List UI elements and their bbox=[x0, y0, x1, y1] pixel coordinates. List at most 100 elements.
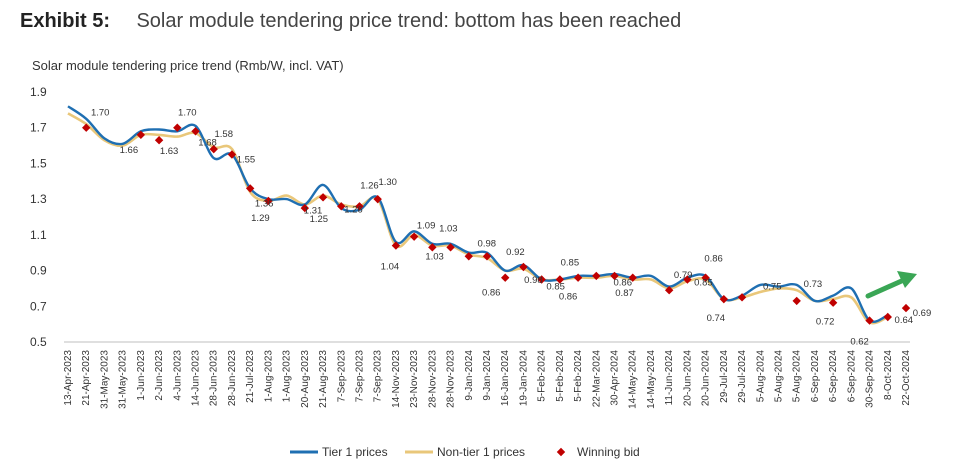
winning-bid-marker bbox=[683, 275, 692, 284]
winning-bid-marker bbox=[464, 252, 473, 261]
x-tick-label: 4-Jun-2023 bbox=[172, 350, 183, 401]
x-tick-label: 5-Aug-2024 bbox=[792, 350, 803, 403]
y-tick-label: 1.7 bbox=[30, 121, 47, 135]
x-tick-label: 14-Jun-2023 bbox=[191, 350, 202, 407]
winning-bid-marker bbox=[355, 202, 364, 211]
data-label: 0.98 bbox=[478, 238, 497, 249]
winning-bid-marker bbox=[264, 196, 273, 206]
winning-bid-marker bbox=[701, 273, 710, 282]
data-label: 0.75 bbox=[763, 281, 782, 292]
data-label: 0.85 bbox=[561, 258, 580, 269]
winning-bid-marker bbox=[391, 241, 401, 250]
winning-bid-marker bbox=[245, 184, 255, 193]
x-tick-label: 5-Aug-2024 bbox=[755, 350, 766, 403]
y-tick-label: 1.3 bbox=[30, 192, 47, 206]
x-tick-label: 20-Aug-2023 bbox=[300, 350, 311, 408]
x-tick-label: 16-Jan-2024 bbox=[500, 350, 511, 407]
data-label: 0.85 bbox=[694, 278, 713, 289]
x-tick-label: 29-Jul-2024 bbox=[719, 350, 730, 403]
winning-bid-marker bbox=[136, 130, 146, 140]
x-tick-label: 21-Aug-2023 bbox=[318, 350, 329, 408]
x-tick-label: 14-Nov-2023 bbox=[391, 350, 402, 408]
data-label: 0.98 bbox=[524, 275, 543, 286]
data-label: 0.86 bbox=[482, 288, 501, 299]
data-label: 1.30 bbox=[378, 177, 397, 188]
data-label: 0.64 bbox=[895, 315, 914, 326]
data-label: 1.31 bbox=[304, 205, 323, 216]
x-tick-label: 9-Jan-2024 bbox=[464, 350, 475, 401]
x-tick-label: 28-Nov-2023 bbox=[446, 350, 457, 408]
x-tick-label: 20-Jun-2024 bbox=[682, 350, 693, 407]
data-label: 1.58 bbox=[214, 129, 233, 140]
winning-bid-marker bbox=[82, 123, 91, 132]
winning-bid-marker bbox=[519, 262, 528, 272]
winning-bid-marker bbox=[610, 271, 619, 281]
x-tick-label: 5-Feb-2024 bbox=[537, 350, 548, 402]
x-tick-label: 31-May-2023 bbox=[99, 350, 110, 409]
data-label: 1.04 bbox=[381, 262, 400, 273]
x-tick-label: 28-Jun-2023 bbox=[227, 350, 238, 407]
legend-label: Tier 1 prices bbox=[322, 445, 388, 459]
winning-bid-marker bbox=[428, 243, 437, 252]
winning-bid-marker bbox=[555, 275, 565, 284]
x-tick-label: 8-Oct-2024 bbox=[883, 350, 894, 400]
x-tick-label: 5-Aug-2024 bbox=[773, 350, 784, 403]
winning-bid-marker bbox=[828, 298, 838, 307]
x-tick-label: 29-Jul-2024 bbox=[737, 350, 748, 403]
winning-bid-marker bbox=[537, 275, 546, 284]
data-label: 1.66 bbox=[120, 145, 139, 156]
tier1-price-line bbox=[67, 105, 889, 323]
data-label: 0.92 bbox=[506, 247, 525, 258]
x-tick-label: 5-Feb-2024 bbox=[555, 350, 566, 402]
data-label: 1.26 bbox=[360, 180, 379, 191]
data-label: 0.86 bbox=[613, 278, 632, 289]
x-tick-label: 22-Oct-2024 bbox=[901, 350, 912, 406]
legend-label: Winning bid bbox=[577, 445, 640, 459]
data-label: 1.25 bbox=[310, 214, 329, 225]
winning-bid-marker bbox=[737, 293, 747, 302]
x-tick-label: 1-Aug-2023 bbox=[282, 350, 293, 403]
winning-bid-marker bbox=[901, 303, 911, 313]
x-tick-label: 2-Jun-2023 bbox=[154, 350, 165, 401]
data-label: 1.70 bbox=[91, 108, 110, 119]
x-tick-label: 28-Nov-2023 bbox=[427, 350, 438, 408]
y-tick-label: 0.7 bbox=[30, 299, 47, 313]
x-tick-label: 14-May-2024 bbox=[646, 350, 657, 409]
x-tick-label: 19-Jan-2024 bbox=[518, 350, 529, 407]
winning-bid-marker bbox=[446, 243, 455, 252]
x-tick-label: 28-Jun-2023 bbox=[209, 350, 220, 407]
x-tick-label: 30-Apr-2024 bbox=[610, 350, 621, 406]
winning-bid-marker bbox=[501, 273, 510, 282]
winning-bid-marker bbox=[883, 312, 892, 322]
winning-bid-marker bbox=[592, 271, 601, 281]
winning-bid-marker bbox=[209, 144, 218, 154]
data-label: 1.03 bbox=[425, 251, 444, 262]
exhibit-header: Exhibit 5: Solar module tendering price … bbox=[20, 10, 681, 33]
winning-bid-marker bbox=[373, 194, 382, 204]
data-label: 1.26 bbox=[344, 204, 363, 215]
winning-bid-marker bbox=[409, 232, 419, 241]
x-tick-label: 20-Jun-2024 bbox=[701, 350, 712, 407]
x-tick-label: 6-Sep-2024 bbox=[810, 350, 821, 403]
x-tick-label: 23-Nov-2023 bbox=[409, 350, 420, 408]
exhibit-title: Solar module tendering price trend: bott… bbox=[136, 10, 682, 32]
y-tick-label: 1.9 bbox=[30, 85, 47, 99]
legend-swatch-winning-bid bbox=[556, 447, 566, 457]
x-tick-label: 1-Aug-2023 bbox=[263, 350, 274, 403]
winning-bid-marker bbox=[865, 316, 874, 325]
data-label: 1.55 bbox=[237, 155, 256, 166]
winning-bid-marker bbox=[719, 294, 729, 304]
data-label: 0.87 bbox=[615, 288, 634, 299]
data-label: 1.63 bbox=[160, 146, 179, 157]
data-label: 0.86 bbox=[704, 254, 723, 265]
winning-bid-marker bbox=[337, 202, 346, 211]
winning-bid-marker bbox=[300, 203, 310, 213]
trend-arrow-shaft bbox=[865, 276, 909, 299]
data-label: 1.68 bbox=[198, 137, 217, 148]
x-tick-label: 9-Jan-2024 bbox=[482, 350, 493, 401]
data-label: 0.86 bbox=[559, 292, 578, 303]
winning-bid-marker bbox=[227, 150, 237, 159]
trend-arrow-icon bbox=[897, 271, 917, 288]
x-tick-label: 7-Sep-2023 bbox=[336, 350, 347, 403]
